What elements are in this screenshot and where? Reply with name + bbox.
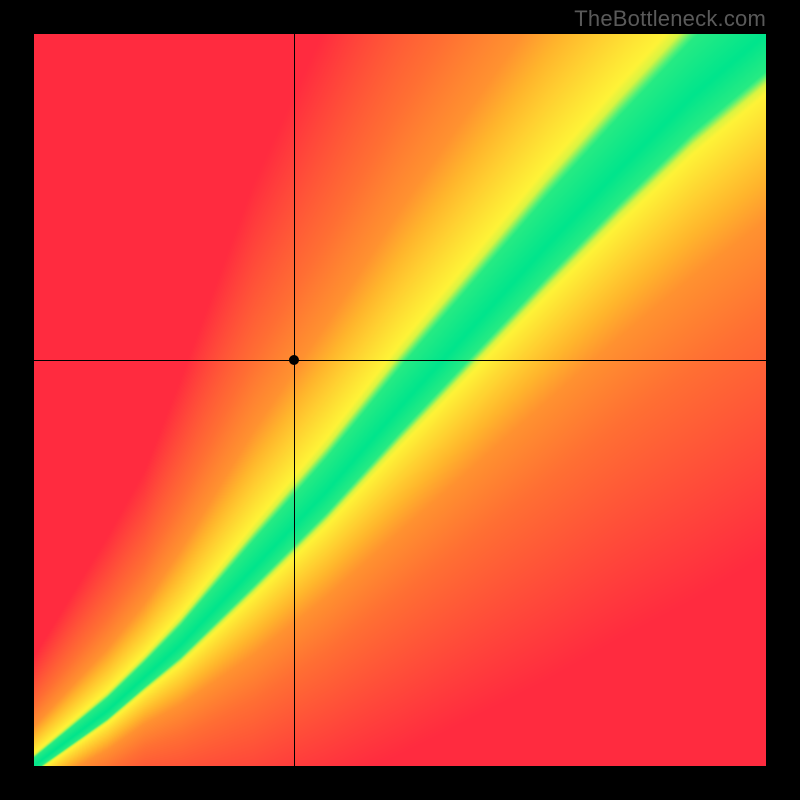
crosshair-marker-dot <box>289 355 299 365</box>
plot-area <box>34 34 766 766</box>
crosshair-horizontal-line <box>34 360 766 361</box>
watermark-text: TheBottleneck.com <box>574 6 766 32</box>
crosshair-vertical-line <box>294 34 295 766</box>
heatmap-canvas <box>34 34 766 766</box>
